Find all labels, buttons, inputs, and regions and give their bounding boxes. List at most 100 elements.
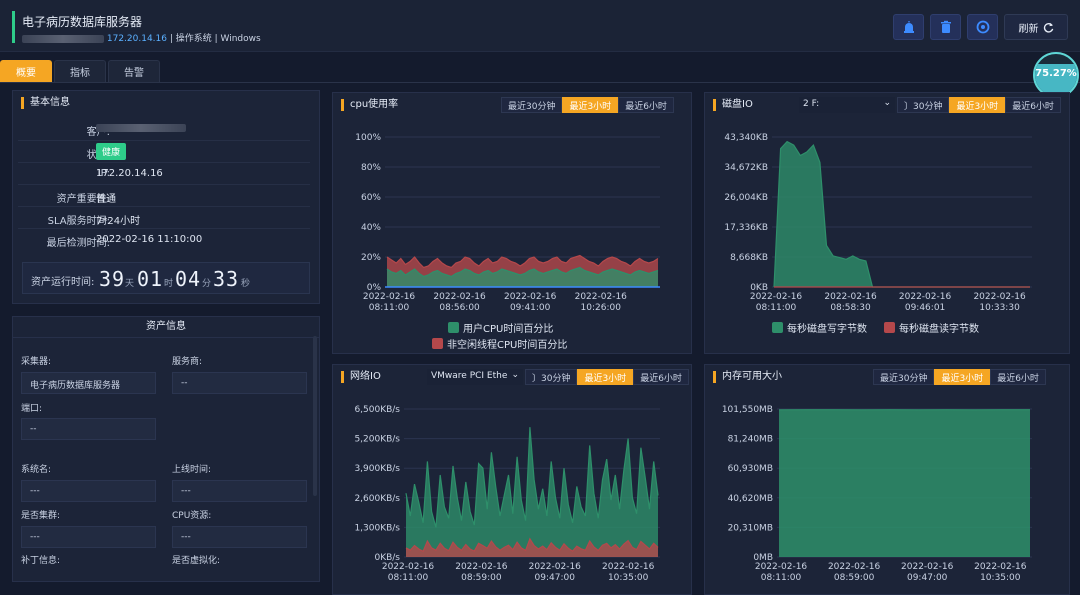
range-6h[interactable]: 最近6小时: [1005, 97, 1061, 113]
uptime-box: 资产运行时间: 39 天 01 时 04 分 33 秒: [22, 262, 310, 294]
info-key: 最后检测时间:: [46, 238, 110, 249]
info-row-importance: 资产重要性: 普通: [18, 184, 310, 205]
collector-field: 电子病历数据库服务器: [21, 372, 156, 394]
header-os: | 操作系统 | Windows: [169, 34, 261, 44]
provider-label: 服务商:: [172, 357, 203, 367]
legend-swatch: [884, 322, 895, 333]
cluster-field: ---: [21, 526, 156, 548]
disk-range-selector: 〕30分钟 最近3小时 最近6小时: [897, 97, 1061, 113]
online-time-label: 上线时间:: [172, 465, 212, 475]
tab-metrics[interactable]: 指标: [54, 60, 106, 82]
asset-scrollbar[interactable]: [313, 336, 317, 496]
info-key: 资产重要性:: [56, 194, 110, 205]
info-value: 172.20.14.16: [96, 168, 163, 179]
asset-info-title: 资产信息: [12, 316, 320, 338]
info-value: 普通: [96, 194, 116, 205]
sysname-field: ---: [21, 480, 156, 502]
info-value: 7*24小时: [96, 216, 141, 227]
settings-icon: [976, 20, 989, 34]
info-row-ip: IP: 172.20.14.16: [18, 162, 310, 182]
memory-range-selector: 最近30分钟 最近3小时 最近6小时: [873, 369, 1046, 385]
title-accent: [12, 11, 15, 43]
online-time-field: ---: [172, 480, 307, 502]
uptime-minutes: 04: [175, 267, 202, 291]
disk-panel: 磁盘IO 2 F: ⌄ 〕30分钟 最近3小时 最近6小时: [704, 92, 1070, 354]
virtualized-label: 是否虚拟化:: [172, 556, 221, 566]
disk-title: 磁盘IO: [713, 99, 753, 111]
uptime-days-unit: 天: [125, 279, 135, 289]
range-3h[interactable]: 最近3小时: [577, 369, 634, 385]
refresh-button[interactable]: 刷新: [1004, 14, 1068, 40]
patch-label: 补丁信息:: [21, 556, 61, 566]
tab-divider: [0, 82, 1080, 83]
nic-select[interactable]: VMware PCI Ethe ⌄: [427, 369, 523, 385]
alarm-button[interactable]: [893, 14, 924, 40]
legend-label: 每秒磁盘读字节数: [899, 324, 979, 335]
range-30m[interactable]: 最近30分钟: [501, 97, 563, 113]
redacted-name: [22, 34, 104, 43]
tab-alerts[interactable]: 告警: [108, 60, 160, 82]
info-row-sla: SLA服务时间: 7*24小时: [18, 206, 310, 227]
range-3h[interactable]: 最近3小时: [949, 97, 1006, 113]
header-ip: 172.20.14.16: [106, 34, 167, 44]
legend-swatch: [772, 322, 783, 333]
info-value: 2022-02-16 11:10:00: [96, 234, 203, 245]
range-3h[interactable]: 最近3小时: [562, 97, 619, 113]
info-row-status: 状态: 健康: [18, 140, 310, 161]
refresh-label: 刷新: [1018, 23, 1039, 35]
range-6h[interactable]: 最近6小时: [633, 369, 689, 385]
cpu-resource-field: ---: [172, 526, 307, 548]
range-30m[interactable]: 最近30分钟: [873, 369, 935, 385]
trash-icon: [940, 20, 951, 33]
uptime-hours-unit: 时: [164, 279, 174, 289]
disk-select-value: 2 F:: [803, 99, 820, 109]
range-30m[interactable]: 〕30分钟: [525, 369, 578, 385]
range-30m[interactable]: 〕30分钟: [897, 97, 950, 113]
disk-legend-read[interactable]: 每秒磁盘读字节数: [884, 320, 979, 335]
nic-select-value: VMware PCI Ethe: [431, 371, 508, 381]
top-bar: 电子病历数据库服务器 172.20.14.16 | 操作系统 | Windows…: [0, 0, 1080, 52]
cpu-resource-label: CPU资源:: [172, 511, 212, 521]
info-value: [96, 123, 186, 134]
settings-button[interactable]: [967, 14, 998, 40]
collector-label: 采集器:: [21, 357, 52, 367]
disk-legend-write[interactable]: 每秒磁盘写字节数: [772, 320, 867, 335]
uptime-hours: 01: [137, 267, 164, 291]
tab-overview[interactable]: 概要: [0, 60, 52, 82]
legend-label: 每秒磁盘写字节数: [787, 324, 867, 335]
cpu-panel: cpu使用率 最近30分钟 最近3小时 最近6小时: [332, 92, 692, 354]
network-title: 网络IO: [341, 371, 381, 383]
info-key: 客户:: [86, 127, 110, 138]
network-panel: 网络IO VMware PCI Ethe ⌄ 〕30分钟 最近3小时 最近6小时: [332, 364, 692, 595]
cpu-legend-nonidle[interactable]: 非空闲线程CPU时间百分比: [432, 336, 567, 351]
redacted-customer: [96, 124, 186, 132]
legend-swatch: [448, 322, 459, 333]
info-row-customer: 客户:: [18, 118, 310, 138]
legend-label: 用户CPU时间百分比: [463, 324, 554, 335]
range-6h[interactable]: 最近6小时: [618, 97, 674, 113]
chevron-down-icon: ⌄: [511, 370, 519, 380]
info-row-last-check: 最后检测时间: 2022-02-16 11:10:00: [18, 228, 310, 249]
cpu-legend-user[interactable]: 用户CPU时间百分比: [448, 320, 553, 335]
alarm-icon: [903, 21, 914, 33]
cpu-title: cpu使用率: [341, 99, 398, 111]
sysname-label: 系统名:: [21, 465, 52, 475]
chevron-down-icon: ⌄: [883, 98, 891, 108]
gauge-label: 75.27%: [1035, 68, 1077, 79]
usage-gauge[interactable]: 75.27%: [1033, 52, 1079, 98]
uptime-label: 资产运行时间:: [31, 277, 95, 288]
gauge-fill: [1035, 64, 1077, 96]
info-key: IP:: [97, 168, 110, 179]
range-3h[interactable]: 最近3小时: [934, 369, 991, 385]
cluster-label: 是否集群:: [21, 511, 61, 521]
disk-select[interactable]: 2 F: ⌄: [799, 97, 895, 113]
uptime-seconds: 33: [213, 267, 240, 291]
uptime-seconds-unit: 秒: [241, 279, 251, 289]
delete-button[interactable]: [930, 14, 961, 40]
legend-label: 非空闲线程CPU时间百分比: [447, 340, 568, 351]
legend-swatch: [432, 338, 443, 349]
subtitle: 172.20.14.16 | 操作系统 | Windows: [22, 31, 261, 44]
status-badge: 健康: [96, 143, 127, 160]
range-6h[interactable]: 最近6小时: [990, 369, 1046, 385]
uptime-minutes-unit: 分: [202, 279, 212, 289]
